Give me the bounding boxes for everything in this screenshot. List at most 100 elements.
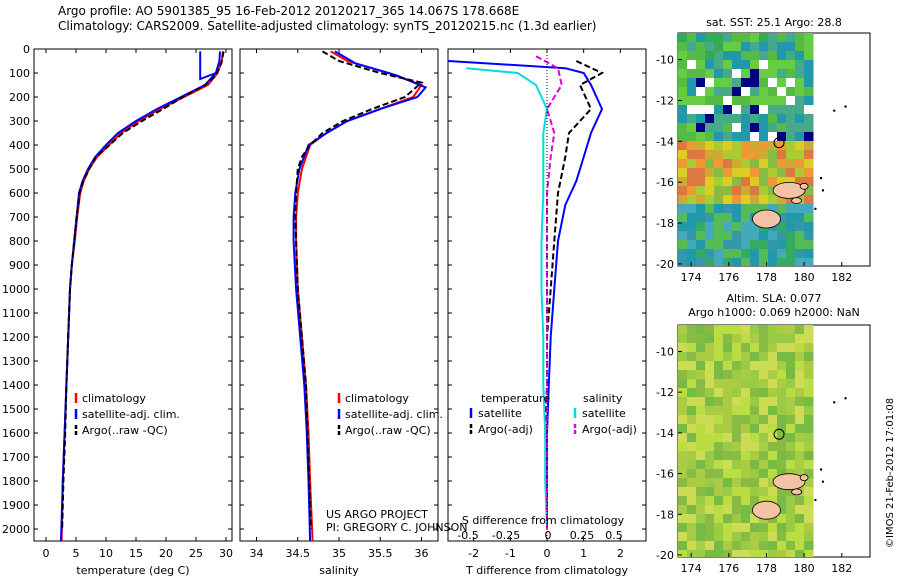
map-cell (723, 177, 733, 187)
map-cell (705, 186, 715, 196)
legend-label: satellite (582, 407, 626, 420)
map-cell (732, 141, 742, 151)
map-cell (750, 343, 760, 353)
map-cell (768, 249, 778, 259)
map-cell (804, 433, 814, 443)
map-cell (750, 240, 760, 250)
map-cell (750, 514, 760, 524)
map-cell (750, 33, 760, 43)
map-cell (741, 42, 751, 52)
map-cell (723, 343, 733, 353)
map-cell (741, 222, 751, 232)
map-cell (687, 451, 697, 461)
map-cell (768, 361, 778, 371)
map-cell (714, 96, 724, 106)
map-cell (723, 132, 733, 142)
map-cell (723, 406, 733, 416)
project-credit: US ARGO PROJECT (326, 508, 428, 521)
map-cell (687, 33, 697, 43)
map-cell (777, 379, 787, 389)
map-cell (678, 532, 688, 542)
map-cell (678, 505, 688, 515)
map-cell (768, 204, 778, 214)
map-cell (687, 42, 697, 52)
map-cell (795, 532, 805, 542)
map-cell (768, 240, 778, 250)
map-cell (786, 222, 796, 232)
legend-label: climatology (345, 392, 409, 405)
map-cell (741, 523, 751, 533)
map-cell (741, 186, 751, 196)
map-cell (705, 150, 715, 160)
map-cell (750, 141, 760, 151)
map-cell (678, 96, 688, 106)
temperature-profile-frame (33, 48, 233, 542)
x-tick-label: 182 (831, 271, 852, 284)
map-cell (768, 114, 778, 124)
legend-label: satellite-adj. clim. (345, 408, 443, 421)
map-cell (705, 334, 715, 344)
map-cell (741, 433, 751, 443)
map-cell (732, 60, 742, 70)
map-cell (750, 496, 760, 506)
map-cell (687, 69, 697, 79)
map-cell (804, 51, 814, 61)
map-cell (768, 433, 778, 443)
map-cell (795, 415, 805, 425)
map-cell (795, 249, 805, 259)
map-cell (795, 334, 805, 344)
map-cell (768, 496, 778, 506)
map-cell (678, 123, 688, 133)
map-cell (723, 114, 733, 124)
map-cell (768, 105, 778, 115)
map-cell (687, 96, 697, 106)
difference-profile-series (448, 55, 605, 530)
map-cell (804, 231, 814, 241)
map-cell (723, 222, 733, 232)
map-cell (741, 352, 751, 362)
map-cell (723, 96, 733, 106)
map-cell (750, 388, 760, 398)
x-tick-label: 36 (415, 547, 429, 560)
y-tick-label: 0 (23, 43, 30, 56)
map-cell (768, 33, 778, 43)
map-cell (732, 415, 742, 425)
map-cell (768, 195, 778, 205)
map-cell (777, 204, 787, 214)
map-cell (687, 433, 697, 443)
map-cell (777, 487, 787, 497)
map-cell (705, 478, 715, 488)
map-cell (741, 132, 751, 142)
map-cell (768, 42, 778, 52)
map-cell (714, 550, 724, 557)
map-cell (732, 51, 742, 61)
y-tick-label: 200 (9, 91, 30, 104)
islet (821, 480, 825, 483)
x-tick-label: 182 (831, 562, 852, 575)
map-cell (759, 177, 769, 187)
y-tick-label: -12 (656, 94, 674, 107)
map-cell (804, 388, 814, 398)
map-cell (759, 541, 769, 551)
map-cell (786, 442, 796, 452)
map-cell (777, 496, 787, 506)
map-cell (687, 442, 697, 452)
map-cell (777, 397, 787, 407)
y-tick-label: 1600 (2, 427, 30, 440)
map-cell (732, 379, 742, 389)
map-cell (768, 334, 778, 344)
map-cell (741, 204, 751, 214)
s-axis-label: S difference from climatology (462, 514, 625, 527)
map-cell (687, 343, 697, 353)
map-cell (732, 505, 742, 515)
map-cell (678, 352, 688, 362)
map-cell (741, 343, 751, 353)
map-cell (714, 231, 724, 241)
map-cell (678, 343, 688, 353)
map-cell (759, 433, 769, 443)
map-cell (795, 132, 805, 142)
map-cell (687, 168, 697, 178)
map-cell (768, 69, 778, 79)
map-cell (678, 222, 688, 232)
map-cell (795, 397, 805, 407)
